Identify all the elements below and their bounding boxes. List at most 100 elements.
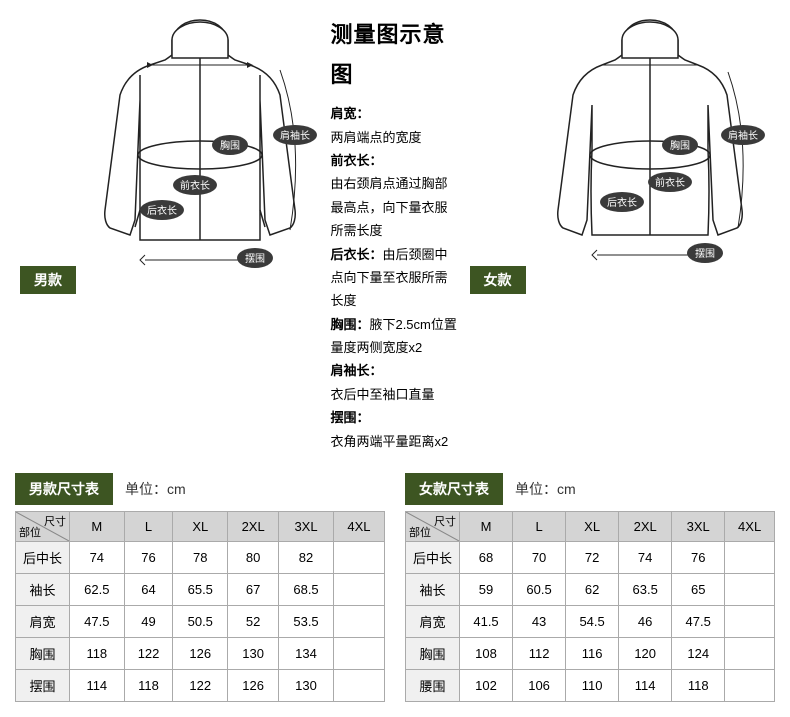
female-jacket-icon: 胸围 前衣长 后衣长 摆围 肩袖长 <box>530 10 770 285</box>
size-cell: 65 <box>672 574 725 606</box>
size-col: M <box>70 512 125 542</box>
hem-label: 摆围 <box>237 248 273 268</box>
size-cell: 68 <box>460 542 513 574</box>
male-unit: 单位：cm <box>125 479 186 499</box>
female-tag: 女款 <box>470 266 526 294</box>
size-cell: 70 <box>513 542 566 574</box>
size-cell: 134 <box>279 638 334 670</box>
size-cell: 52 <box>228 606 279 638</box>
size-cell: 108 <box>460 638 513 670</box>
size-cell <box>725 574 775 606</box>
svg-text:摆围: 摆围 <box>695 247 715 260</box>
measure-row-label: 胸围 <box>16 638 70 670</box>
size-cell: 110 <box>566 670 619 702</box>
size-cell: 54.5 <box>566 606 619 638</box>
size-cell: 124 <box>672 638 725 670</box>
size-cell: 67 <box>228 574 279 606</box>
size-cell: 64 <box>124 574 173 606</box>
size-cell: 47.5 <box>70 606 125 638</box>
size-cell: 74 <box>70 542 125 574</box>
size-cell: 120 <box>619 638 672 670</box>
measurement-instructions: 测量图示意图 肩宽：两肩端点的宽度前衣长：由右颈肩点通过胸部最高点，向下量衣服所… <box>330 10 459 453</box>
size-cell <box>333 574 384 606</box>
size-cell <box>725 606 775 638</box>
male-size-table: 男款尺寸表 单位：cm 尺寸部位MLXL2XL3XL4XL后中长74767880… <box>15 473 385 702</box>
svg-text:后衣长: 后衣长 <box>607 196 637 209</box>
measure-row-label: 肩宽 <box>16 606 70 638</box>
size-cell: 130 <box>228 638 279 670</box>
female-diagram: 女款 胸围 前衣长 后衣长 摆围 肩袖长 <box>470 10 770 453</box>
size-cell: 118 <box>124 670 173 702</box>
size-col: 3XL <box>279 512 334 542</box>
size-cell: 78 <box>173 542 228 574</box>
size-col: XL <box>566 512 619 542</box>
female-size-table: 女款尺寸表 单位：cm 尺寸部位MLXL2XL3XL4XL后中长68707274… <box>405 473 775 702</box>
svg-text:后衣长: 后衣长 <box>147 204 177 217</box>
measure-row-label: 袖长 <box>406 574 460 606</box>
svg-text:前衣长: 前衣长 <box>655 176 685 189</box>
size-cell: 80 <box>228 542 279 574</box>
size-cell: 74 <box>619 542 672 574</box>
size-cell: 102 <box>460 670 513 702</box>
size-cell: 65.5 <box>173 574 228 606</box>
male-jacket-icon: 胸围 前衣长 后衣长 摆围 肩袖长 <box>80 10 320 285</box>
front-length-label: 前衣长 <box>173 175 217 195</box>
size-col: L <box>513 512 566 542</box>
male-table-title: 男款尺寸表 <box>15 473 113 505</box>
size-cell: 53.5 <box>279 606 334 638</box>
size-cell: 112 <box>513 638 566 670</box>
size-cell <box>725 638 775 670</box>
svg-text:摆围: 摆围 <box>245 252 265 265</box>
size-cell: 106 <box>513 670 566 702</box>
size-cell: 49 <box>124 606 173 638</box>
size-col: 4XL <box>725 512 775 542</box>
measure-row-label: 后中长 <box>406 542 460 574</box>
size-cell: 122 <box>173 670 228 702</box>
size-tables: 男款尺寸表 单位：cm 尺寸部位MLXL2XL3XL4XL后中长74767880… <box>0 473 790 717</box>
size-cell: 114 <box>70 670 125 702</box>
size-cell: 60.5 <box>513 574 566 606</box>
measure-row-label: 后中长 <box>16 542 70 574</box>
size-col: 2XL <box>228 512 279 542</box>
size-cell: 62 <box>566 574 619 606</box>
size-cell: 82 <box>279 542 334 574</box>
male-tag: 男款 <box>20 266 76 294</box>
size-col: L <box>124 512 173 542</box>
measure-row-label: 摆围 <box>16 670 70 702</box>
size-cell <box>333 542 384 574</box>
size-cell: 118 <box>70 638 125 670</box>
size-cell: 46 <box>619 606 672 638</box>
main-title: 测量图示意图 <box>330 15 459 94</box>
measure-row-label: 肩宽 <box>406 606 460 638</box>
size-col: XL <box>173 512 228 542</box>
size-cell: 76 <box>124 542 173 574</box>
size-cell: 62.5 <box>70 574 125 606</box>
measure-row-label: 胸围 <box>406 638 460 670</box>
measure-row-label: 袖长 <box>16 574 70 606</box>
sleeve-label: 肩袖长 <box>273 125 317 145</box>
chest-label: 胸围 <box>212 135 248 155</box>
female-table-title: 女款尺寸表 <box>405 473 503 505</box>
measure-row-label: 腰围 <box>406 670 460 702</box>
size-cell: 72 <box>566 542 619 574</box>
female-unit: 单位：cm <box>515 479 576 499</box>
size-col: M <box>460 512 513 542</box>
size-cell: 126 <box>228 670 279 702</box>
size-cell: 114 <box>619 670 672 702</box>
size-cell <box>333 606 384 638</box>
size-col: 4XL <box>333 512 384 542</box>
size-cell: 59 <box>460 574 513 606</box>
size-cell: 76 <box>672 542 725 574</box>
size-cell <box>725 542 775 574</box>
size-cell <box>333 638 384 670</box>
back-length-label: 后衣长 <box>140 200 184 220</box>
size-cell: 63.5 <box>619 574 672 606</box>
size-cell: 118 <box>672 670 725 702</box>
size-col: 3XL <box>672 512 725 542</box>
size-cell: 122 <box>124 638 173 670</box>
male-diagram: 男款 胸围 前衣长 后衣长 摆围 肩袖长 <box>20 10 320 453</box>
size-cell: 130 <box>279 670 334 702</box>
svg-text:肩袖长: 肩袖长 <box>728 129 758 142</box>
measurement-diagram-section: 男款 胸围 前衣长 后衣长 摆围 肩袖长 测量图示意图 <box>0 0 790 473</box>
svg-text:胸围: 胸围 <box>220 139 240 152</box>
